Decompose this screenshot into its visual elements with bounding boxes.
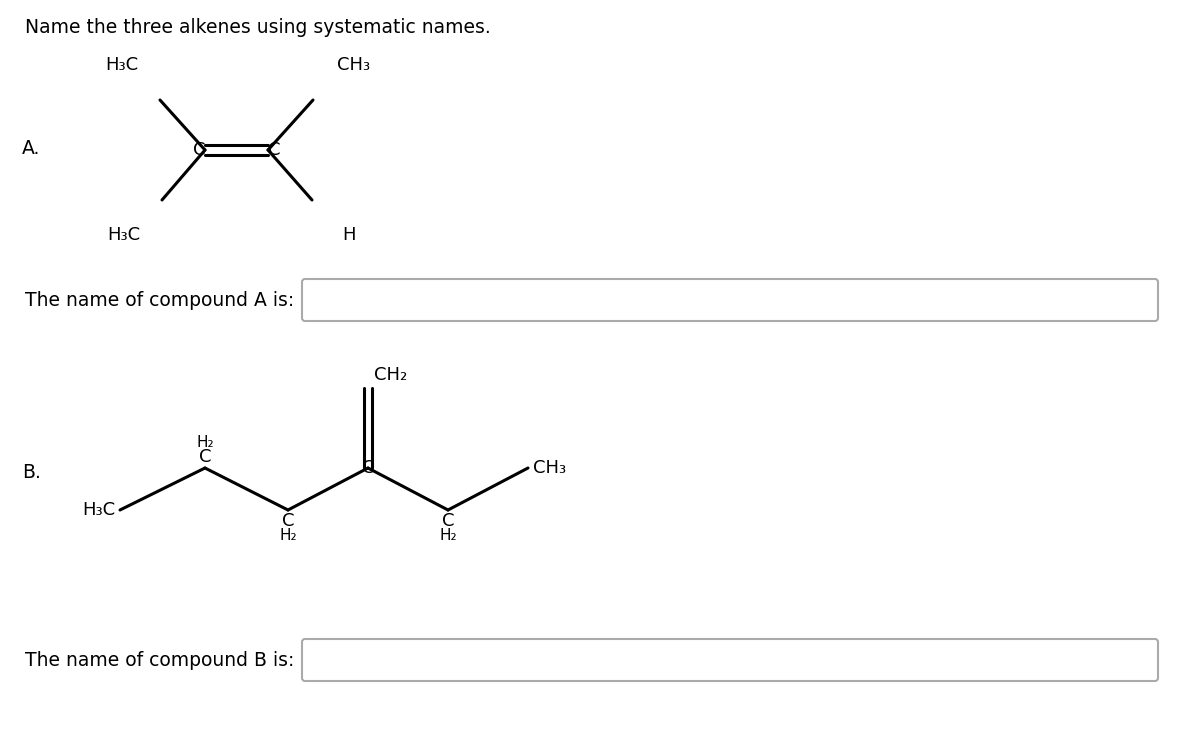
Text: C: C — [199, 448, 211, 466]
FancyBboxPatch shape — [302, 639, 1158, 681]
Text: H₂: H₂ — [439, 528, 457, 543]
FancyBboxPatch shape — [302, 279, 1158, 321]
Text: C: C — [192, 141, 205, 159]
Text: H₃C: H₃C — [104, 56, 138, 74]
Text: CH₃: CH₃ — [533, 459, 566, 477]
Text: H₂: H₂ — [196, 435, 214, 450]
Text: C: C — [361, 459, 374, 477]
Text: B.: B. — [22, 462, 41, 482]
Text: CH₂: CH₂ — [374, 366, 407, 384]
Text: C: C — [282, 512, 294, 530]
Text: CH₃: CH₃ — [337, 56, 370, 74]
Text: H₃C: H₃C — [82, 501, 115, 519]
Text: C: C — [442, 512, 455, 530]
Text: H: H — [342, 226, 355, 244]
Text: The name of compound A is:: The name of compound A is: — [25, 291, 294, 309]
Text: A.: A. — [22, 139, 41, 157]
Text: Name the three alkenes using systematic names.: Name the three alkenes using systematic … — [25, 18, 491, 37]
Text: H₂: H₂ — [280, 528, 296, 543]
Text: H₃C: H₃C — [107, 226, 140, 244]
Text: C: C — [268, 141, 281, 159]
Text: The name of compound B is:: The name of compound B is: — [25, 651, 294, 669]
